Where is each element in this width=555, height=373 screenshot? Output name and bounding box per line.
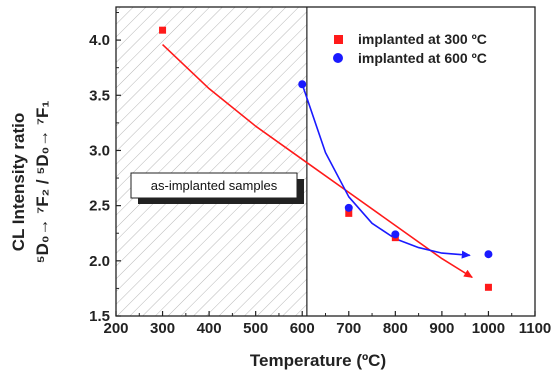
legend-label-600: implanted at 600 ºC: [358, 50, 487, 66]
x-tick-label: 200: [103, 320, 128, 337]
y-tick-label: 4.0: [89, 32, 110, 49]
legend-marker-square: [334, 35, 343, 44]
legend-label-300: implanted at 300 ºC: [358, 31, 487, 47]
fit-curve-600: [301, 83, 471, 259]
x-tick-label: 400: [197, 320, 222, 337]
data-point-600: [298, 80, 307, 89]
x-axis-title: Temperature (ºC): [250, 351, 386, 370]
y-tick-label: 1.5: [89, 308, 110, 325]
x-tick-label: 1000: [472, 320, 505, 337]
data-points: [159, 26, 493, 291]
hatch-area: [116, 7, 307, 316]
x-tick-label: 300: [150, 320, 175, 337]
x-tick-label: 1100: [519, 320, 552, 337]
x-tick-label: 600: [290, 320, 315, 337]
axis-ticks: 200 300 400 500 600 700 800 900 1000 1100 1.5 2.0 2.…: [89, 12, 552, 337]
legend: implanted at 300 ºC implanted at 600 ºC: [333, 31, 487, 66]
legend-marker-circle: [333, 53, 343, 63]
y-axis-title-line1: CL Intensity ratio: [9, 113, 28, 252]
annotation-box: as-implanted samples: [130, 172, 304, 204]
y-tick-label: 2.5: [89, 198, 110, 215]
y-axis-title-line2: ⁵D₀→ ⁷F₂ / ⁵D₀→ ⁷F₁: [33, 101, 52, 264]
data-point-300: [159, 26, 167, 34]
shaded-region: [116, 7, 308, 316]
data-point-600: [344, 203, 353, 212]
data-point-300: [484, 283, 492, 291]
data-point-300: [345, 209, 353, 217]
data-point-600: [391, 230, 400, 239]
data-point-600: [484, 250, 493, 259]
annotation-label: as-implanted samples: [151, 178, 278, 193]
y-tick-label: 3.5: [89, 87, 110, 104]
x-tick-label: 800: [383, 320, 408, 337]
fit-curves: [162, 43, 473, 279]
y-tick-label: 3.0: [89, 142, 110, 159]
fit-curve-300: [162, 43, 473, 279]
x-tick-label: 900: [429, 320, 454, 337]
x-tick-label: 500: [243, 320, 268, 337]
x-tick-label: 700: [336, 320, 361, 337]
y-tick-label: 2.0: [89, 253, 110, 270]
